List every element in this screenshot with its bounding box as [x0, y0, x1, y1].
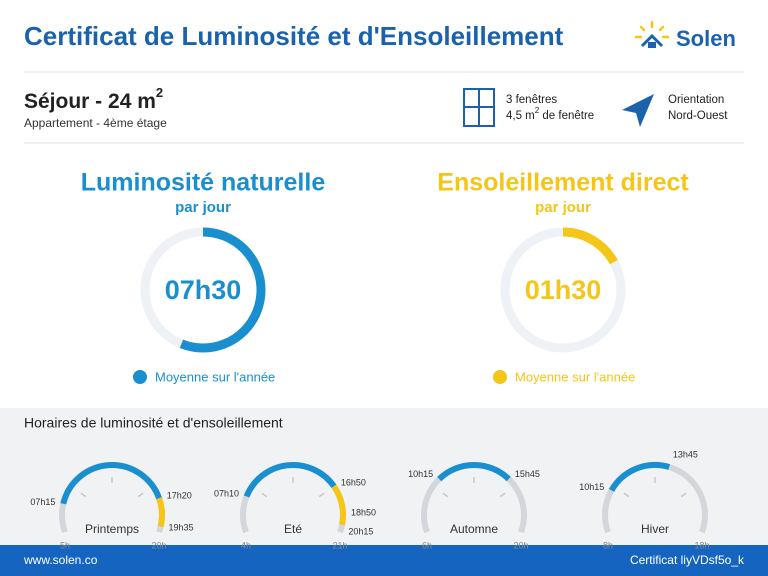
season-name: Printemps	[85, 522, 139, 536]
metric-subtitle: par jour	[175, 199, 231, 216]
light-arc	[60, 462, 162, 505]
gauge-tick	[680, 492, 687, 498]
gauge-label: 16h50	[341, 477, 366, 487]
gauge-tick	[499, 492, 506, 498]
sun-arc	[156, 497, 165, 528]
orientation-label: Orientation	[668, 94, 724, 106]
metric-legend: Moyenne sur l'année	[155, 369, 275, 384]
gauge-label: 15h45	[515, 469, 540, 479]
legend-dot	[493, 370, 507, 384]
window-icon	[463, 88, 495, 127]
room-subtitle: Appartement - 4ème étage	[24, 116, 167, 130]
metric-title: Luminosité naturelle	[81, 169, 326, 197]
gauge-label: 07h15	[30, 497, 55, 507]
gauge-label: 10h15	[408, 469, 433, 479]
metric-value: 01h30	[525, 275, 602, 305]
window-area-suffix: de fenêtre	[539, 110, 594, 122]
schedule-background	[0, 408, 768, 545]
light-arc	[243, 462, 337, 498]
gauge-label: 13h45	[673, 450, 698, 460]
legend-dot	[133, 370, 147, 384]
window-count: 3 fenêtres	[506, 94, 557, 106]
gauge-end: 21h	[332, 540, 347, 550]
footer	[0, 545, 768, 576]
season-name: Hiver	[641, 522, 669, 536]
gauge-label: 19h35	[168, 522, 193, 532]
season-name: Automne	[450, 522, 498, 536]
logo: Solen	[634, 20, 736, 51]
gauge-tick	[442, 492, 449, 498]
orientation-value: Nord-Ouest	[668, 110, 728, 122]
gauge-start: 8h	[603, 540, 613, 550]
footer-website: www.solen.co	[23, 553, 98, 567]
season-name: Eté	[284, 522, 302, 536]
title: Certificat de Luminosité et d'Ensoleille…	[24, 21, 564, 51]
gauge-tick	[623, 492, 630, 498]
gauge-label: 10h15	[579, 482, 604, 492]
metric-title: Ensoleillement direct	[437, 169, 689, 197]
gauge-tick	[261, 492, 268, 498]
window-area: 4,5 m2 de fenêtre	[506, 106, 594, 122]
gauge-label: 17h20	[167, 491, 192, 501]
room-name-sup: 2	[156, 85, 163, 100]
gauge-tick	[80, 492, 87, 498]
sun-arc	[331, 484, 346, 526]
gauge-end: 18h	[694, 540, 709, 550]
gauge-label: 20h15	[348, 526, 373, 536]
gauge-label: 18h50	[351, 507, 376, 517]
window-area-sup: 2	[535, 106, 540, 115]
metric-legend: Moyenne sur l'année	[515, 369, 635, 384]
footer-certificate: Certificat liyVDsf5o_k	[630, 553, 745, 567]
room-name: Séjour - 24 m2	[24, 85, 163, 112]
logo-text: Solen	[676, 26, 736, 51]
gauge-end: 20h	[513, 540, 528, 550]
gauge-tick	[137, 492, 144, 498]
metric-subtitle: par jour	[535, 199, 591, 216]
ring-arc	[140, 227, 266, 353]
orientation-icon	[622, 94, 654, 127]
gauge-tick	[318, 492, 325, 498]
gauge-end: 20h	[151, 540, 166, 550]
schedule-title: Horaires de luminosité et d'ensoleilleme…	[24, 415, 283, 431]
gauge-start: 5h	[60, 540, 70, 550]
light-arc	[608, 462, 671, 492]
gauge-label: 07h10	[214, 489, 239, 499]
ring-arc	[500, 227, 626, 353]
gauge-start: 6h	[422, 540, 432, 550]
metric-value: 07h30	[165, 275, 242, 305]
gauge-start: 4h	[241, 540, 251, 550]
room-name-main: Séjour - 24 m	[24, 90, 156, 113]
window-area-main: 4,5 m	[506, 110, 535, 122]
light-arc	[437, 462, 511, 482]
